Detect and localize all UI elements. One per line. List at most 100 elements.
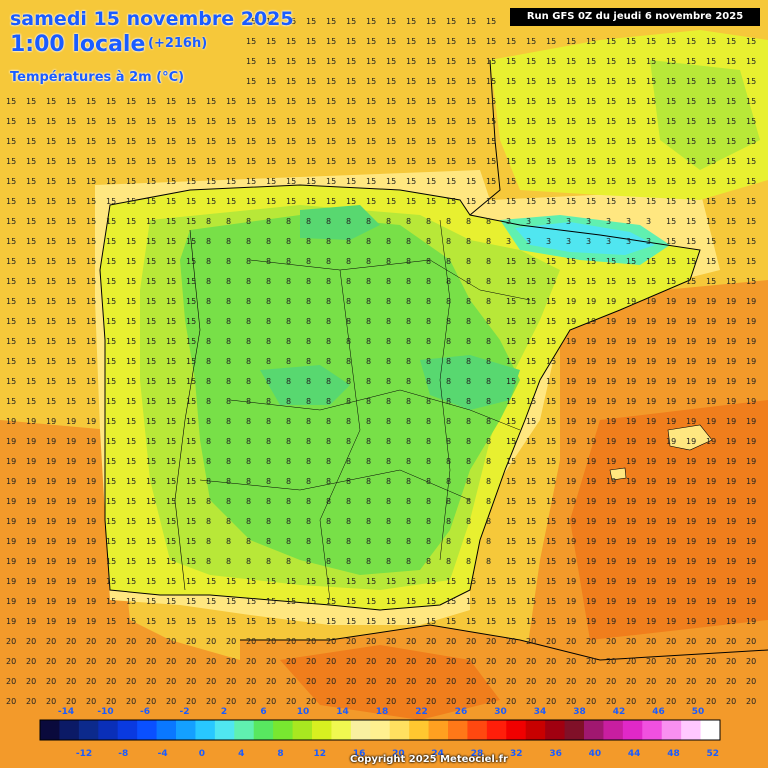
grid-value-148: 15	[386, 117, 396, 126]
grid-value-784: 15	[186, 457, 196, 466]
grid-value-1202: 20	[186, 677, 196, 686]
grid-value-446: 8	[266, 277, 271, 286]
grid-value-346: 3	[546, 217, 551, 226]
grid-value-90: 15	[746, 77, 756, 86]
grid-value-147: 15	[366, 117, 376, 126]
portugal-border	[174, 229, 201, 591]
grid-value-426: 15	[626, 257, 636, 266]
grid-value-14: 15	[266, 37, 276, 46]
grid-value-624: 15	[26, 377, 36, 386]
grid-value-172: 15	[106, 137, 116, 146]
grid-value-830: 8	[346, 477, 351, 486]
grid-value-834: 8	[426, 477, 431, 486]
grid-value-939: 8	[246, 537, 251, 546]
grid-value-220: 15	[306, 157, 316, 166]
forecast-date: samedi 15 novembre 2025	[10, 8, 294, 30]
grid-value-277: 15	[686, 177, 696, 186]
grid-value-929: 19	[46, 537, 56, 546]
grid-value-581: 19	[686, 337, 696, 346]
grid-value-423: 15	[566, 257, 576, 266]
grid-value-1150: 20	[666, 637, 676, 646]
legend-bottom-label-6: 12	[314, 749, 327, 759]
pyrenees-coldest	[515, 222, 655, 255]
grid-value-80: 15	[546, 77, 556, 86]
legend-top-label-16: 50	[692, 707, 705, 717]
grid-value-1113: 19	[686, 617, 696, 626]
grid-value-1052: 15	[226, 597, 236, 606]
grid-value-601: 8	[326, 357, 331, 366]
grid-value-889: 19	[6, 517, 16, 526]
grid-value-639: 8	[326, 377, 331, 386]
grid-value-794: 8	[386, 457, 391, 466]
grid-value-266: 15	[466, 177, 476, 186]
france-cool	[650, 60, 760, 170]
grid-value-1144: 20	[546, 637, 556, 646]
grid-value-925: 19	[726, 517, 736, 526]
grid-value-546: 19	[746, 317, 756, 326]
grid-value-789: 8	[286, 457, 291, 466]
grid-value-691: 19	[606, 397, 616, 406]
grid-value-755: 8	[366, 437, 371, 446]
grid-value-837: 8	[486, 477, 491, 486]
grid-value-1249: 20	[366, 697, 376, 706]
grid-value-290: 15	[186, 197, 196, 206]
grid-value-728: 19	[586, 417, 596, 426]
grid-value-566: 8	[386, 337, 391, 346]
grid-value-1124: 20	[146, 637, 156, 646]
grid-value-4: 15	[326, 17, 336, 26]
grid-value-317: 15	[726, 197, 736, 206]
grid-value-688: 15	[546, 397, 556, 406]
grid-value-407: 8	[246, 257, 251, 266]
grid-value-1223: 20	[606, 677, 616, 686]
grid-value-1049: 15	[166, 597, 176, 606]
grid-value-1138: 20	[426, 637, 436, 646]
grid-value-356: 15	[746, 217, 756, 226]
grid-value-1077: 19	[726, 597, 736, 606]
grid-value-468: 15	[706, 277, 716, 286]
grid-value-88: 15	[706, 77, 716, 86]
grid-value-300: 15	[386, 197, 396, 206]
grid-value-445: 8	[246, 277, 251, 286]
grid-value-957: 19	[606, 537, 616, 546]
grid-value-325: 15	[126, 217, 136, 226]
grid-value-369: 8	[246, 237, 251, 246]
grid-value-101: 15	[206, 97, 216, 106]
grid-value-388: 3	[626, 237, 631, 246]
grid-value-853: 19	[46, 497, 56, 506]
grid-value-1213: 20	[406, 677, 416, 686]
grid-value-564: 8	[346, 337, 351, 346]
grid-value-405: 8	[206, 257, 211, 266]
grid-value-826: 8	[266, 477, 271, 486]
grid-value-1210: 20	[346, 677, 356, 686]
grid-value-432: 15	[746, 257, 756, 266]
grid-value-591: 15	[126, 357, 136, 366]
grid-value-296: 15	[306, 197, 316, 206]
grid-value-303: 15	[446, 197, 456, 206]
grid-value-288: 15	[146, 197, 156, 206]
grid-value-1012: 15	[186, 577, 196, 586]
grid-value-1067: 15	[526, 597, 536, 606]
grid-value-1192: 20	[746, 657, 756, 666]
grid-value-314: 15	[666, 197, 676, 206]
legend-swatch-0	[40, 720, 60, 740]
grid-value-792: 8	[346, 457, 351, 466]
grid-value-482: 8	[226, 297, 231, 306]
grid-value-276: 15	[666, 177, 676, 186]
legend-bottom-label-4: 4	[238, 749, 244, 759]
grid-value-692: 19	[626, 397, 636, 406]
legend-top-label-6: 10	[297, 707, 310, 717]
grid-value-226: 15	[426, 157, 436, 166]
grid-value-614: 19	[586, 357, 596, 366]
grid-value-46: 15	[386, 57, 396, 66]
ibiza-island	[609, 467, 627, 481]
grid-value-1184: 20	[586, 657, 596, 666]
grid-value-1115: 19	[726, 617, 736, 626]
grid-value-842: 19	[586, 477, 596, 486]
grid-value-950: 8	[466, 537, 471, 546]
grid-value-819: 15	[126, 477, 136, 486]
grid-value-573: 15	[526, 337, 536, 346]
grid-value-710: 8	[226, 417, 231, 426]
grid-value-878: 15	[546, 497, 556, 506]
grid-value-622: 19	[746, 357, 756, 366]
grid-value-257: 15	[286, 177, 296, 186]
